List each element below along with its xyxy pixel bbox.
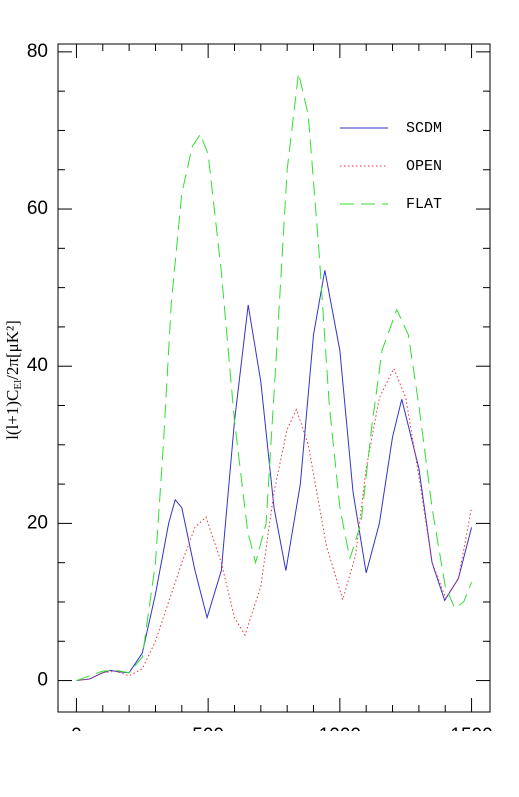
plot-frame	[57, 43, 491, 713]
x-tick-label: 500	[192, 725, 224, 746]
series-line	[76, 270, 473, 682]
y-axis-label: l(l+1)CEl/2π[μK²]	[3, 320, 24, 440]
x-tick-label: 1500	[450, 725, 492, 746]
y-tick-label: 0	[37, 670, 48, 691]
y-tick-label: 80	[27, 41, 48, 62]
legend-label: SCDM	[406, 120, 442, 137]
y-tick-label: 60	[27, 198, 48, 219]
legend-label: FLAT	[406, 196, 442, 213]
series-line	[76, 72, 473, 682]
y-tick-label: 40	[27, 355, 48, 376]
x-tick-label: 1000	[319, 725, 361, 746]
x-tick-label: 0	[71, 725, 82, 746]
legend-label: OPEN	[406, 158, 442, 175]
y-tick-label: 20	[27, 512, 48, 533]
series-line	[76, 367, 473, 682]
